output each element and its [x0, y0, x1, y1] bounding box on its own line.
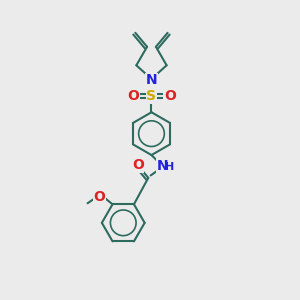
Text: O: O: [127, 89, 139, 103]
Text: N: N: [146, 74, 157, 88]
Text: H: H: [165, 162, 175, 172]
Text: O: O: [132, 158, 144, 172]
Text: N: N: [157, 159, 168, 173]
Text: S: S: [146, 89, 157, 103]
Text: O: O: [93, 190, 105, 204]
Text: O: O: [164, 89, 176, 103]
